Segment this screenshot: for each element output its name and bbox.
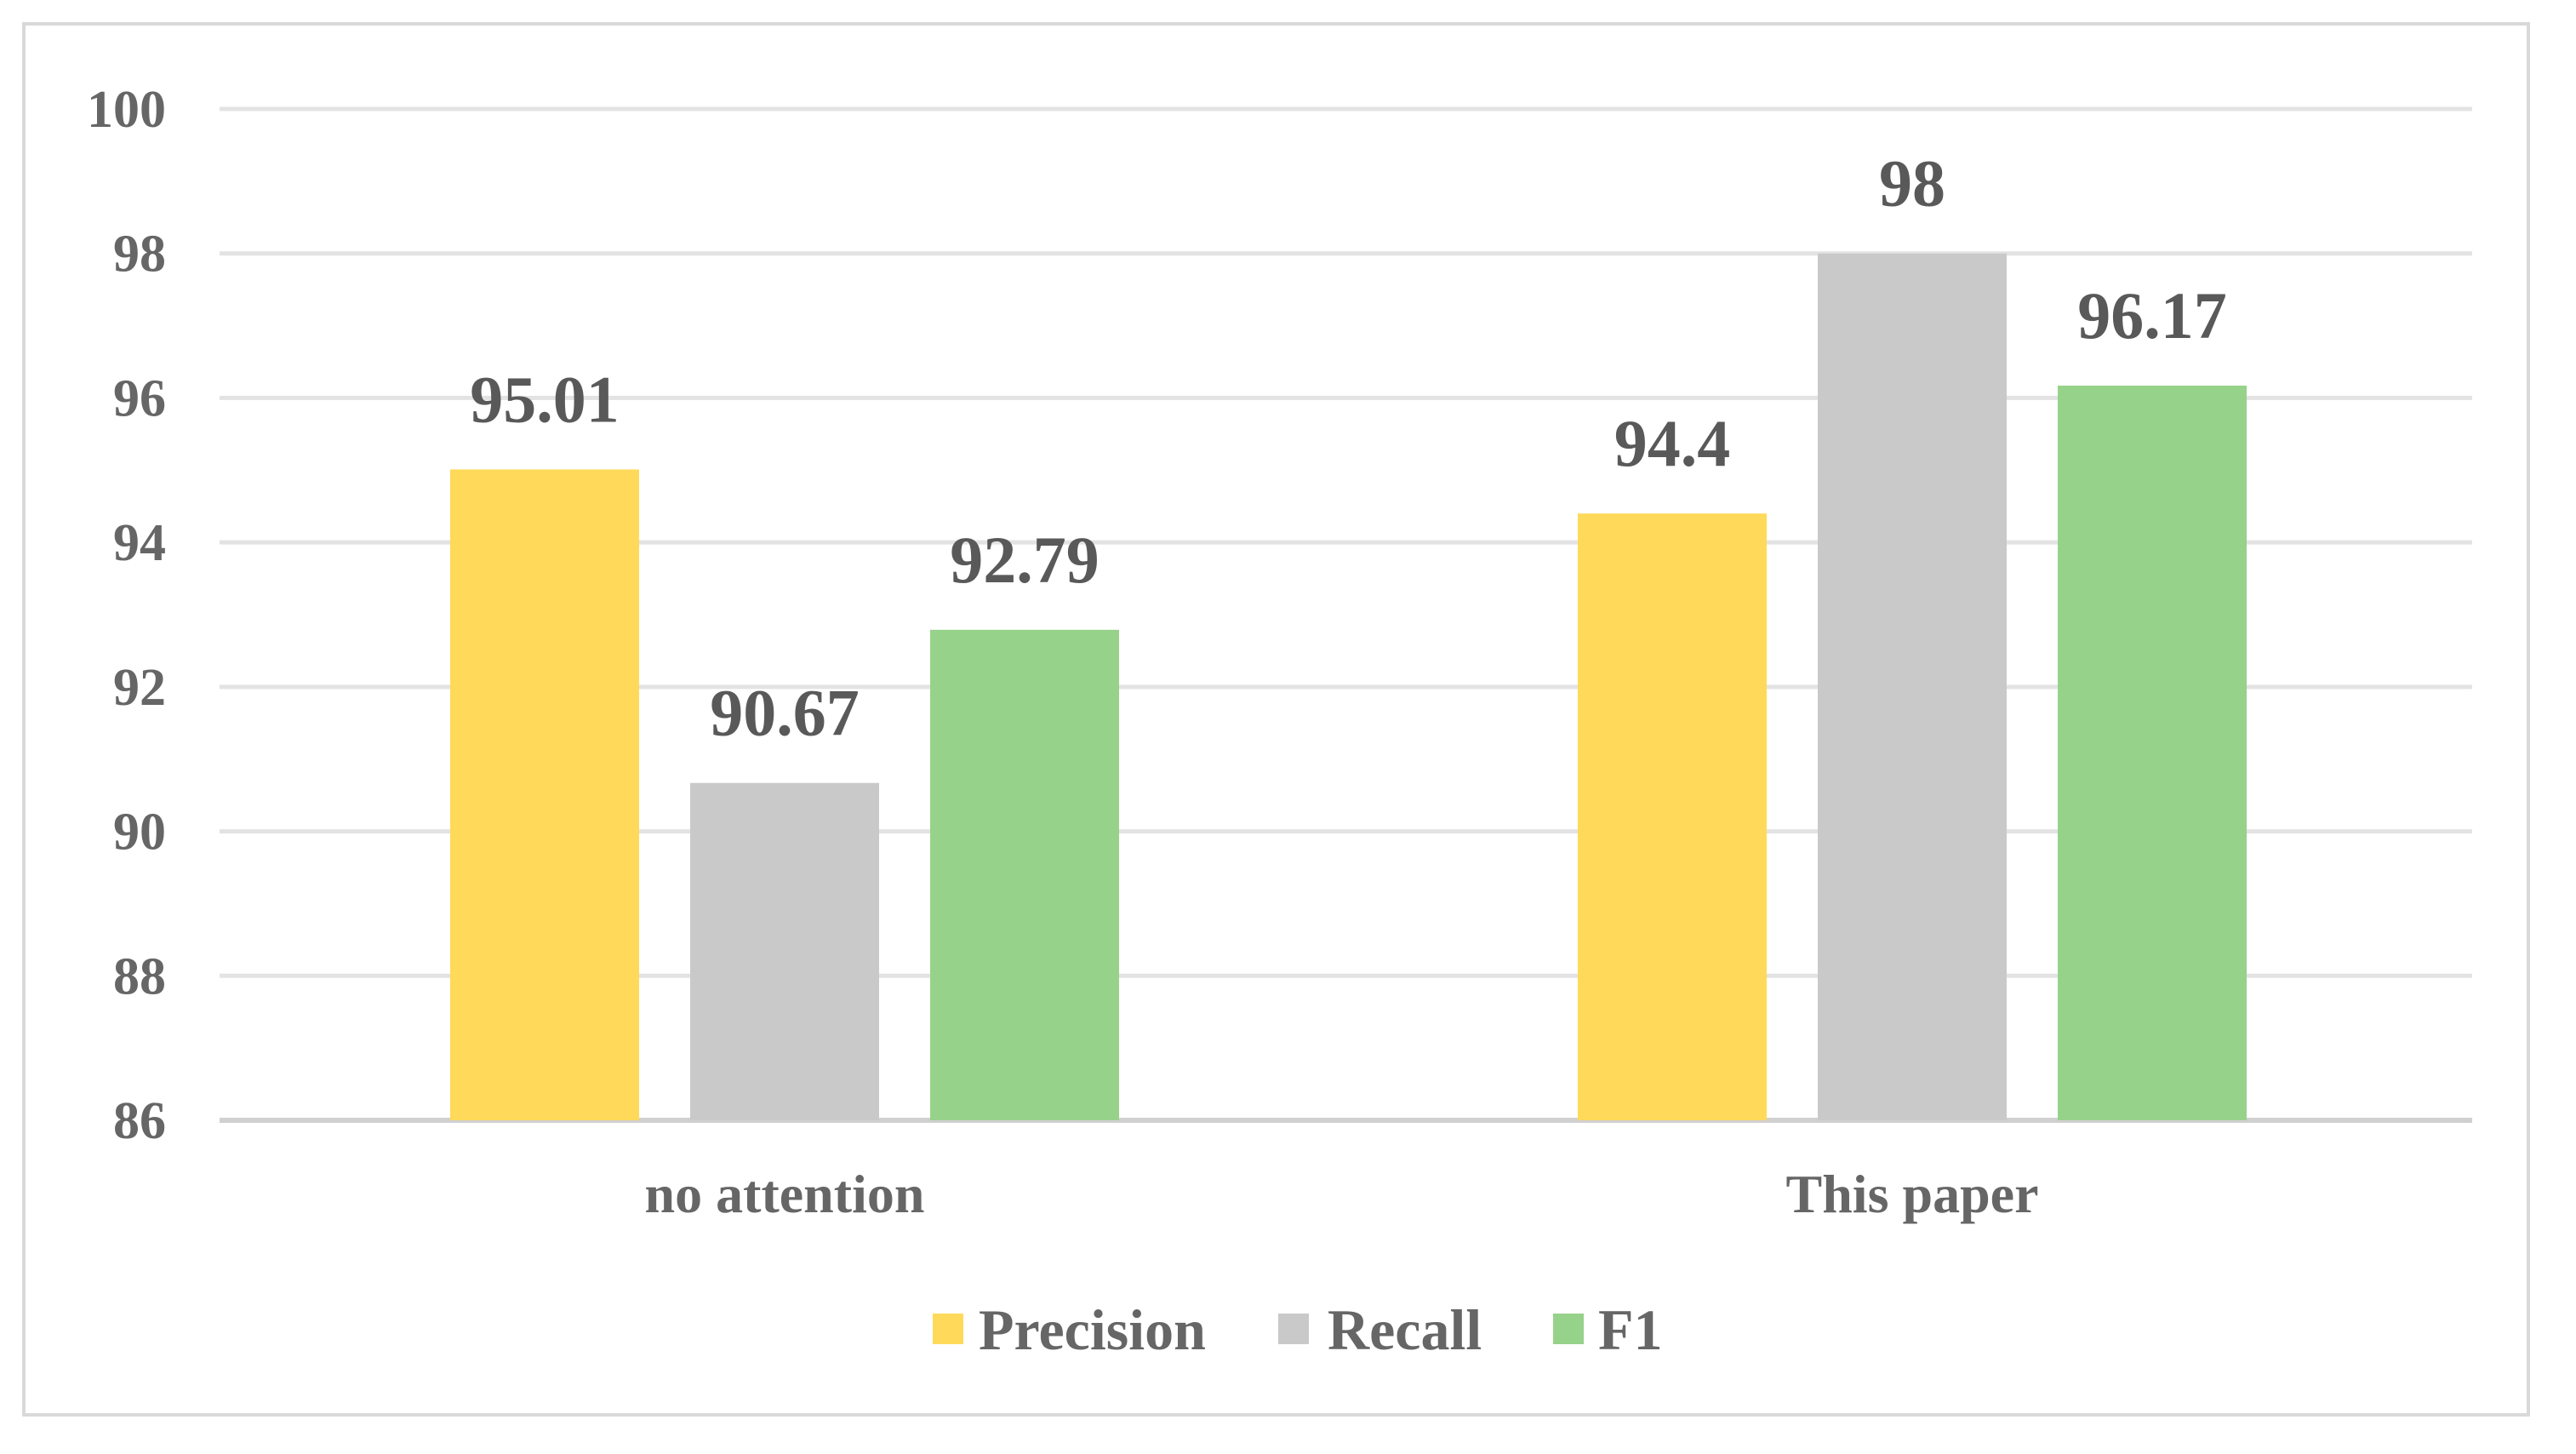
- data-label: 94.4: [1614, 406, 1731, 480]
- x-tick-label: This paper: [1786, 1164, 2039, 1224]
- data-label: 96.17: [2077, 278, 2227, 352]
- data-label: 95.01: [470, 362, 620, 436]
- legend-label: Precision: [979, 1297, 1206, 1362]
- legend: Precision Recall F1: [933, 1297, 1663, 1362]
- legend-swatch: [1553, 1314, 1584, 1344]
- data-labels: 95.01 90.67 92.79 94.4 98 96.17: [470, 146, 2227, 750]
- y-tick-label: 98: [113, 226, 166, 283]
- bar-precision-2: [1578, 513, 1767, 1120]
- bar-recall-1: [690, 782, 879, 1120]
- legend-item-f1: F1: [1553, 1297, 1663, 1362]
- legend-label: F1: [1598, 1297, 1663, 1362]
- bars: [450, 253, 2247, 1120]
- bar-f1-1: [930, 629, 1119, 1120]
- y-tick-label: 94: [113, 514, 166, 572]
- bar-precision-1: [450, 469, 639, 1120]
- legend-item-precision: Precision: [933, 1297, 1206, 1362]
- y-tick-label: 92: [113, 659, 166, 717]
- bar-f1-2: [2058, 386, 2247, 1120]
- legend-label: Recall: [1328, 1297, 1482, 1362]
- y-tick-label: 88: [113, 947, 166, 1005]
- bar-recall-2: [1818, 253, 2007, 1120]
- legend-swatch: [933, 1314, 963, 1344]
- y-axis-ticks: 86 88 90 92 94 96 98 100: [87, 81, 166, 1150]
- y-tick-label: 100: [87, 81, 166, 139]
- y-tick-label: 86: [113, 1092, 166, 1150]
- legend-item-recall: Recall: [1278, 1297, 1482, 1362]
- x-tick-label: no attention: [645, 1164, 925, 1224]
- y-tick-label: 90: [113, 804, 166, 862]
- y-tick-label: 96: [113, 369, 166, 427]
- legend-swatch: [1278, 1314, 1309, 1344]
- x-axis-categories: no attention This paper: [645, 1164, 2039, 1224]
- data-label: 98: [1879, 146, 1945, 220]
- data-label: 92.79: [950, 523, 1100, 597]
- data-label: 90.67: [710, 676, 860, 750]
